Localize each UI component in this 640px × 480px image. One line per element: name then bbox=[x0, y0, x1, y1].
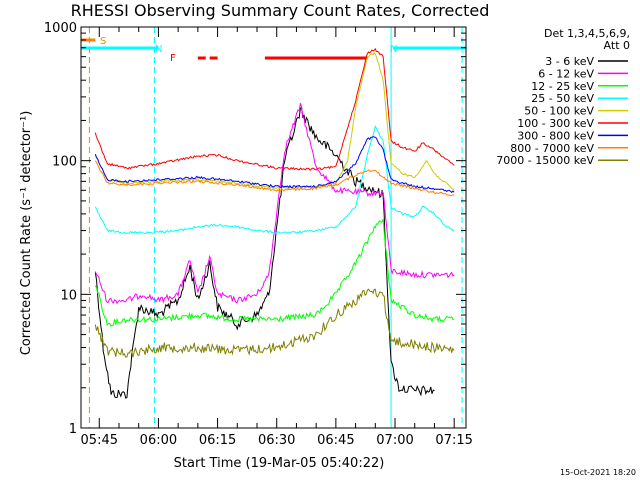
series-line-3 bbox=[94, 218, 455, 327]
annotation-label-f-4: F bbox=[170, 53, 176, 64]
x-tick-label-1: 05:45 bbox=[81, 433, 118, 448]
legend-label-6: 100 - 300 keV bbox=[517, 117, 594, 130]
legend-header-line-2: Att 0 bbox=[604, 39, 630, 52]
annotations: SN NF bbox=[81, 27, 466, 428]
y-tick-label-3: 100 bbox=[52, 155, 77, 170]
annotation-label-n-2: N bbox=[155, 44, 162, 55]
y-tick-label-4: 1000 bbox=[44, 21, 77, 36]
x-tick-label-3: 06:15 bbox=[199, 433, 236, 448]
annotation-label-s-1: S bbox=[100, 36, 106, 47]
series-line-4 bbox=[94, 124, 455, 235]
axes: 1 10 100 1000 05:45 06:00 06:15 06:30 06:45 07:00… bbox=[44, 21, 473, 448]
y-axis-label: Corrected Count Rate (s⁻¹ detector⁻¹) bbox=[19, 111, 34, 356]
x-axis-label: Start Time (19-Mar-05 05:40:22) bbox=[174, 456, 385, 471]
legend-label-9: 7000 - 15000 keV bbox=[496, 154, 594, 167]
date-stamp: 15-Oct-2021 18:20 bbox=[560, 468, 636, 477]
legend-label-2: 6 - 12 keV bbox=[538, 67, 594, 80]
x-tick-label-7: 07:15 bbox=[435, 433, 472, 448]
legend-label-3: 12 - 25 keV bbox=[531, 80, 594, 93]
series-line-2 bbox=[94, 103, 455, 305]
legend-label-5: 50 - 100 keV bbox=[524, 105, 594, 118]
series-lines bbox=[94, 47, 455, 399]
series-line-7 bbox=[94, 136, 455, 194]
legend-label-8: 800 - 7000 keV bbox=[510, 142, 594, 155]
legend-header-line-1: Det 1,3,4,5,6,9, bbox=[544, 27, 630, 40]
y-tick-label-1: 1 bbox=[69, 422, 77, 437]
legend-label-1: 3 - 6 keV bbox=[545, 55, 594, 68]
series-line-9 bbox=[94, 288, 455, 358]
x-tick-label-2: 06:00 bbox=[140, 433, 177, 448]
series-line-6 bbox=[94, 47, 455, 171]
x-tick-label-4: 06:30 bbox=[258, 433, 295, 448]
legend-label-7: 300 - 800 keV bbox=[517, 129, 594, 142]
plot-frame bbox=[80, 26, 467, 429]
chart-title: RHESSI Observing Summary Count Rates, Co… bbox=[71, 1, 490, 20]
y-tick-label-2: 10 bbox=[60, 288, 77, 303]
annotation-label-n-3: N bbox=[390, 44, 397, 55]
legend-label-4: 25 - 50 keV bbox=[531, 92, 594, 105]
x-tick-label-5: 06:45 bbox=[317, 433, 354, 448]
series-line-1 bbox=[94, 107, 435, 399]
series-line-8 bbox=[94, 160, 455, 197]
x-tick-label-6: 07:00 bbox=[376, 433, 413, 448]
